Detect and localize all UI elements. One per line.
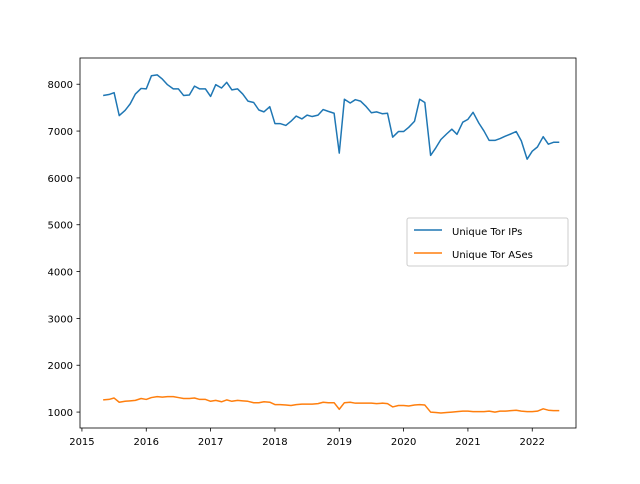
series-line-1 — [103, 395, 560, 414]
plot-lines — [103, 74, 560, 414]
y-tick-label: 4000 — [48, 268, 73, 279]
x-tick-label: 2018 — [262, 437, 287, 448]
series-line-0 — [103, 74, 560, 160]
x-tick-label: 2017 — [198, 437, 223, 448]
legend-label-ips: Unique Tor IPs — [452, 227, 522, 238]
y-axis: 1000 2000 3000 4000 5000 6000 7000 8000 — [48, 80, 80, 419]
y-tick-label: 7000 — [48, 127, 73, 138]
x-tick-label: 2016 — [134, 437, 159, 448]
y-tick-label: 5000 — [48, 221, 73, 232]
x-axis: 2015 2016 2017 2018 2019 2020 2021 2022 — [69, 428, 545, 448]
x-tick-label: 2019 — [327, 437, 352, 448]
y-tick-label: 8000 — [48, 80, 73, 91]
legend: Unique Tor IPs Unique Tor ASes — [406, 217, 569, 267]
y-tick-label: 2000 — [48, 361, 73, 372]
plot-area-frame — [79, 57, 577, 429]
y-tick-label: 1000 — [48, 408, 73, 419]
x-tick-label: 2021 — [455, 437, 480, 448]
legend-label-ases: Unique Tor ASes — [452, 250, 533, 261]
x-tick-label: 2022 — [520, 437, 545, 448]
legend-box — [406, 217, 569, 267]
y-tick-label: 3000 — [48, 314, 73, 325]
x-tick-label: 2015 — [69, 437, 94, 448]
y-tick-label: 6000 — [48, 174, 73, 185]
x-tick-label: 2020 — [391, 437, 416, 448]
